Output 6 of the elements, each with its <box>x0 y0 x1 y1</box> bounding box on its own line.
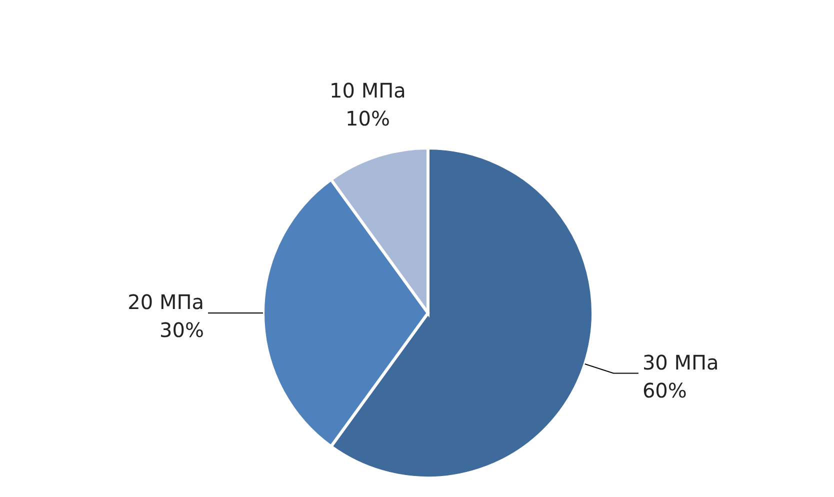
slice-label: 10 МПа <box>330 78 406 103</box>
slice-label: 30 МПа <box>642 350 719 374</box>
data-label: 60% <box>642 378 687 402</box>
slice-label: 20 МПа <box>128 290 204 314</box>
data-label: 10% <box>346 106 390 131</box>
data-label: 30% <box>160 318 204 342</box>
